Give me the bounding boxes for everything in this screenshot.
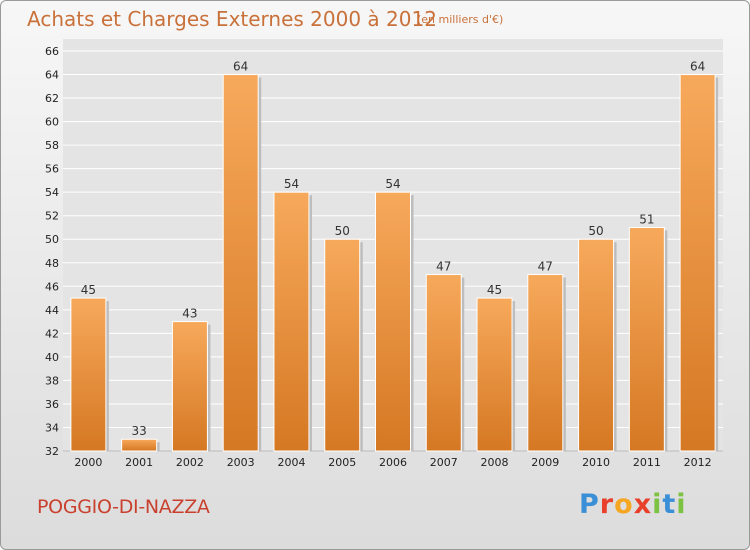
- bar: [324, 238, 361, 452]
- y-tick-label: 40: [45, 351, 59, 364]
- bar-value-label: 64: [233, 60, 248, 74]
- bar-value-label: 45: [81, 283, 96, 297]
- bar: [171, 321, 208, 452]
- x-tick-label: 2012: [684, 456, 712, 469]
- bar-value-label: 45: [487, 283, 502, 297]
- bar-value-label: 54: [284, 177, 299, 191]
- logo-letter: t: [662, 489, 677, 520]
- bar: [375, 191, 411, 452]
- bar: [273, 191, 310, 452]
- y-tick-label: 60: [45, 116, 59, 129]
- bar-value-label: 64: [690, 60, 705, 74]
- bar: [70, 297, 107, 452]
- bars: [70, 74, 719, 452]
- y-tick-label: 50: [45, 233, 59, 246]
- y-tick-label: 36: [45, 398, 59, 411]
- bar-value-label: 43: [182, 307, 197, 321]
- bar-value-label: 47: [538, 260, 553, 274]
- bar: [425, 274, 462, 452]
- x-tick-label: 2011: [633, 456, 661, 469]
- data-labels: 45 33 43 64 54 50 54 47 45 47 50 51 64: [81, 60, 706, 439]
- chart-title: Achats et Charges Externes 2000 à 2012: [27, 7, 437, 31]
- bar: [476, 297, 513, 452]
- y-tick-label: 66: [45, 45, 59, 58]
- bar: [121, 438, 158, 452]
- x-tick-label: 2006: [379, 456, 407, 469]
- bar: [628, 226, 665, 452]
- y-tick-label: 54: [45, 186, 59, 199]
- y-tick-label: 34: [45, 421, 59, 434]
- x-tick-label: 2007: [430, 456, 458, 469]
- y-tick-label: 64: [45, 69, 59, 82]
- logo-letter: i: [652, 489, 663, 520]
- y-tick-label: 46: [45, 280, 59, 293]
- y-tick-label: 42: [45, 327, 59, 340]
- bar: [527, 274, 564, 452]
- y-tick-label: 62: [45, 92, 59, 105]
- x-tick-label: 2004: [277, 456, 305, 469]
- logo-letter: x: [633, 489, 653, 520]
- y-tick-label: 56: [45, 163, 59, 176]
- x-tick-label: 2008: [481, 456, 509, 469]
- y-axis: 32 34 36 38 40 42 44 46 48 50 52 54 56 58 60 62 64 66: [45, 45, 59, 458]
- logo-letter: r: [599, 489, 615, 520]
- x-tick-label: 2005: [328, 456, 356, 469]
- y-tick-label: 48: [45, 257, 59, 270]
- bar-value-label: 51: [639, 212, 654, 226]
- bar: [222, 74, 259, 452]
- x-tick-label: 2009: [531, 456, 559, 469]
- x-tick-label: 2002: [176, 456, 204, 469]
- y-tick-label: 58: [45, 139, 59, 152]
- x-tick-label: 2003: [227, 456, 255, 469]
- bar-value-label: 54: [385, 177, 400, 191]
- bar: [679, 74, 716, 452]
- chart-subtitle: (en milliers d'€): [417, 13, 504, 26]
- y-tick-label: 52: [45, 210, 59, 223]
- y-tick-label: 38: [45, 374, 59, 387]
- x-tick-label: 2010: [582, 456, 610, 469]
- logo-letter: P: [579, 489, 600, 520]
- logo-letter: o: [614, 489, 634, 520]
- bar: [578, 238, 615, 452]
- y-tick-label: 32: [45, 445, 59, 458]
- bar-value-label: 50: [588, 224, 603, 238]
- y-tick-label: 44: [45, 304, 59, 317]
- x-tick-label: 2000: [74, 456, 102, 469]
- x-tick-label: 2001: [125, 456, 153, 469]
- x-axis: 2000 2001 2002 2003 2004 2005 2006 2007 2008 2009…: [74, 456, 711, 469]
- bar-value-label: 33: [132, 424, 147, 438]
- bar-value-label: 47: [436, 260, 451, 274]
- bar-value-label: 50: [335, 224, 350, 238]
- proxiti-logo: Proxiti: [579, 489, 687, 520]
- commune-name: POGGIO-DI-NAZZA: [37, 496, 210, 518]
- logo-letter: i: [676, 489, 687, 520]
